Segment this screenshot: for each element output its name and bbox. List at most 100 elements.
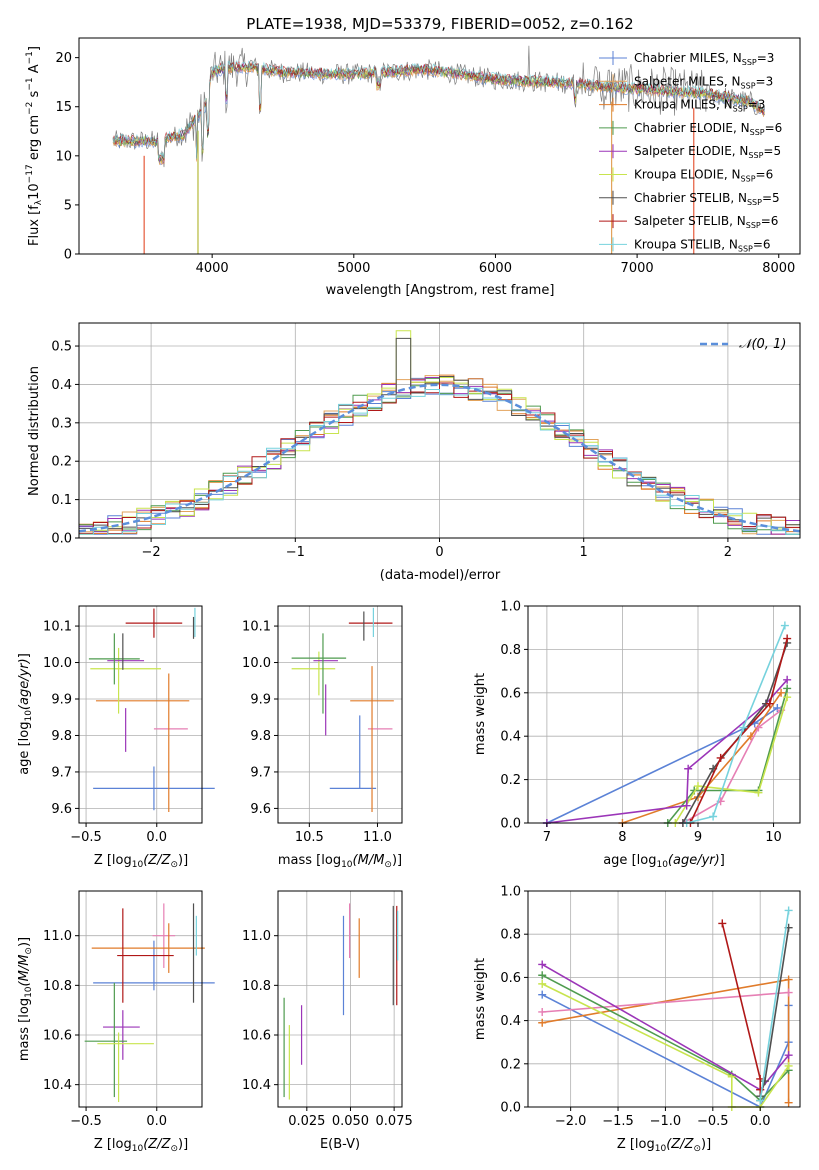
x-tick-label: −1.5 bbox=[602, 1114, 634, 1129]
legend-entry-sub: SSP bbox=[741, 81, 756, 90]
weight-point-marker bbox=[754, 723, 763, 732]
y-tick-label: 0.0 bbox=[500, 817, 521, 832]
weight-point-marker bbox=[756, 1085, 765, 1094]
y-tick-label: 10.4 bbox=[43, 1078, 72, 1093]
panel-weight-vs-age: 7 8 9 10 0.0 0.2 0.4 0.6 0.8 1.0 age [log10(age/… bbox=[473, 600, 801, 870]
legend-entry-value: =3 bbox=[748, 98, 766, 112]
x-tick-label: 0.0 bbox=[146, 1114, 167, 1129]
y-tick-label: 11.0 bbox=[242, 929, 271, 944]
weight-z-x-ticks: −2.0 −1.5 −1.0 −0.5 0.0 bbox=[555, 1107, 771, 1129]
x-tick-label: 8000 bbox=[762, 261, 795, 276]
weight-z-lines bbox=[538, 906, 793, 1111]
y-tick-label: 11.0 bbox=[43, 929, 72, 944]
y-tick-label: 10.8 bbox=[242, 979, 271, 994]
weight-point-marker bbox=[783, 675, 792, 684]
y-tick-label: 0.8 bbox=[500, 928, 521, 943]
legend-entry-value: =3 bbox=[757, 51, 775, 65]
age-mass-y-ticks: 9.6 9.7 9.8 9.9 10.0 10.1 bbox=[242, 620, 278, 817]
mass-z-axes-frame bbox=[78, 890, 203, 1108]
y-tick-label: 0.2 bbox=[500, 773, 521, 788]
age-z-axes-frame bbox=[78, 605, 203, 824]
x-tick-label: −1.0 bbox=[650, 1114, 682, 1129]
weight-point-marker bbox=[682, 801, 691, 810]
y-tick-label: 1.0 bbox=[500, 885, 521, 900]
legend-entry-name: Chabrier ELODIE, N bbox=[634, 121, 750, 135]
mass-ebv-axes-frame bbox=[277, 890, 403, 1108]
legend-entry-name: Salpeter ELODIE, N bbox=[634, 144, 748, 158]
histogram-steps-chab-stelib bbox=[79, 337, 800, 530]
legend-entry-name: Chabrier MILES, N bbox=[634, 51, 742, 65]
legend-entry-name: Kroupa STELIB, N bbox=[634, 237, 738, 251]
age-z-x-ticks: −0.5 0.0 bbox=[70, 823, 167, 845]
spectrum-y-label: Flux [fλ10−17 erg cm−2 s−1 A−1] bbox=[25, 46, 44, 246]
x-tick-label: 0.025 bbox=[288, 1114, 325, 1129]
weight-point-marker bbox=[538, 979, 547, 988]
weight-point-marker bbox=[784, 975, 793, 984]
weight-point-marker bbox=[756, 1096, 765, 1105]
legend-entry: Salpeter STELIB, NSSP=6 bbox=[634, 214, 778, 230]
x-tick-label: −1 bbox=[286, 545, 305, 560]
x-tick-label: −0.5 bbox=[697, 1114, 729, 1129]
x-tick-label: 10 bbox=[765, 830, 782, 845]
x-tick-label: 0.050 bbox=[332, 1114, 369, 1129]
y-tick-label: 9.9 bbox=[250, 693, 271, 708]
weight-z-axes-frame bbox=[527, 890, 801, 1108]
histogram-x-ticks: −2 −1 0 1 2 bbox=[142, 538, 732, 560]
x-tick-label: 10.5 bbox=[295, 830, 324, 845]
weight-point-marker bbox=[784, 1051, 793, 1060]
x-tick-label: 1 bbox=[580, 545, 588, 560]
y-tick-label: 10.0 bbox=[43, 656, 72, 671]
age-mass-errorbars bbox=[291, 607, 394, 813]
y-tick-label: 0.1 bbox=[51, 493, 72, 508]
weight-point-marker bbox=[716, 753, 725, 762]
weight-point-marker bbox=[777, 688, 786, 697]
weight-point-marker bbox=[784, 906, 793, 915]
age-mass-grid bbox=[278, 606, 402, 823]
x-tick-label: 0.075 bbox=[376, 1114, 413, 1129]
y-tick-label: 0.4 bbox=[51, 378, 72, 393]
legend-entry-name: Chabrier STELIB, N bbox=[634, 191, 747, 205]
weight-point-marker bbox=[694, 782, 702, 791]
y-tick-label: 10.1 bbox=[242, 620, 271, 635]
y-tick-label: 0.3 bbox=[51, 416, 72, 431]
y-tick-label: 15 bbox=[55, 100, 72, 115]
y-tick-label: 9.8 bbox=[250, 729, 271, 744]
legend-entry-sub: SSP bbox=[748, 151, 763, 160]
weight-point-marker bbox=[538, 960, 547, 969]
y-tick-label: 0.6 bbox=[500, 971, 521, 986]
weight-point-marker bbox=[709, 812, 718, 821]
y-tick-label: 5 bbox=[64, 198, 72, 213]
mass-z-errorbars bbox=[84, 903, 215, 1103]
weight-age-y-ticks: 0.0 0.2 0.4 0.6 0.8 1.0 bbox=[500, 600, 528, 832]
legend-entry: Kroupa MILES, NSSP=3 bbox=[634, 98, 765, 114]
y-tick-label: 20 bbox=[55, 51, 72, 66]
weight-point-marker bbox=[718, 919, 727, 928]
x-tick-label: 7 bbox=[543, 830, 551, 845]
x-tick-label: 7000 bbox=[621, 261, 654, 276]
x-tick-label: 5000 bbox=[337, 261, 370, 276]
age-mass-x-label: mass [log10(M/M⊙)] bbox=[278, 853, 402, 870]
legend-entry-sub: SSP bbox=[738, 244, 753, 253]
weight-point-marker bbox=[760, 1077, 769, 1086]
panel-weight-vs-metallicity: −2.0 −1.5 −1.0 −0.5 0.0 0.0 0.2 0.4 0.6 0.8 1.0 Z… bbox=[473, 885, 801, 1154]
y-tick-label: 9.7 bbox=[51, 765, 72, 780]
spectrum-title: PLATE=1938, MJD=53379, FIBERID=0052, z=0… bbox=[246, 15, 633, 33]
legend-entry: Kroupa ELODIE, NSSP=6 bbox=[634, 168, 773, 184]
weight-point-marker bbox=[538, 1018, 547, 1027]
y-tick-label: 0.8 bbox=[500, 643, 521, 658]
y-tick-label: 0.0 bbox=[51, 532, 72, 547]
y-tick-label: 0.4 bbox=[500, 1014, 521, 1029]
histogram-steps-salp-stelib bbox=[79, 382, 800, 535]
legend-entry-value: =3 bbox=[756, 74, 774, 88]
model-spectrum-krou-stelib bbox=[112, 60, 765, 159]
y-tick-label: 9.6 bbox=[51, 802, 72, 817]
age-z-y-ticks: 9.6 9.7 9.8 9.9 10.0 10.1 bbox=[43, 620, 79, 817]
mass-ebv-x-label: E(B-V) bbox=[320, 1137, 360, 1152]
legend-entry-name: Salpeter STELIB, N bbox=[634, 214, 746, 228]
weight-z-x-label: Z [log10(Z/Z⊙)] bbox=[617, 1137, 711, 1154]
normal-legend-label: 𝒩(0, 1) bbox=[739, 337, 786, 352]
panel-age-vs-metallicity: −0.5 0.0 9.6 9.7 9.8 9.9 10.0 10.1 Z [log10(Z/… bbox=[17, 605, 215, 870]
legend-entry: Chabrier ELODIE, NSSP=6 bbox=[634, 121, 782, 137]
y-tick-label: 9.7 bbox=[250, 765, 271, 780]
